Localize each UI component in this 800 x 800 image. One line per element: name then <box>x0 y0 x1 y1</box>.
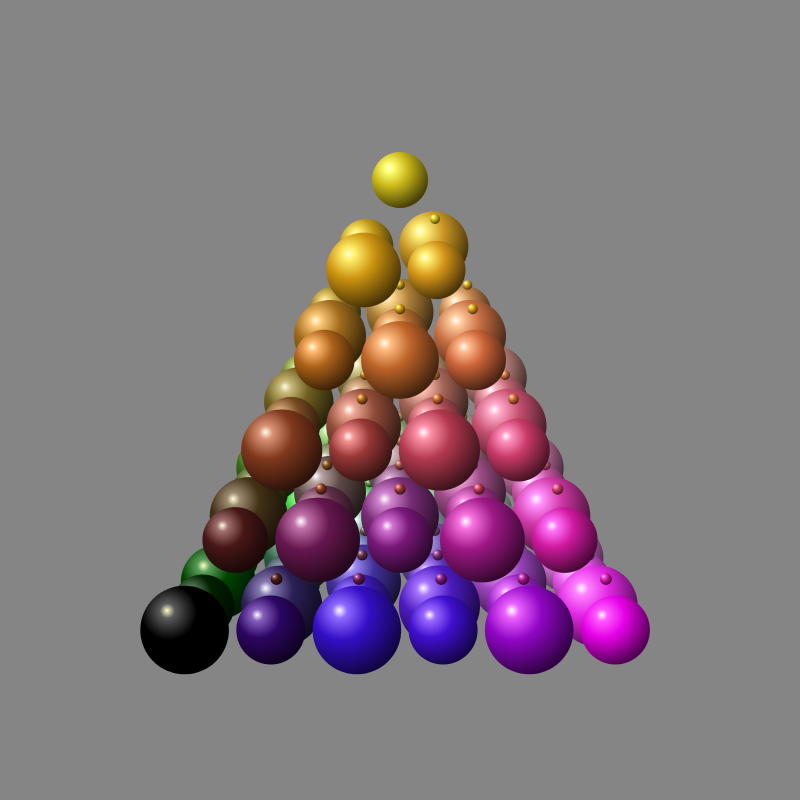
color-sphere <box>202 507 269 573</box>
color-sphere <box>445 329 507 391</box>
color-sphere <box>140 585 229 675</box>
color-sphere <box>361 321 439 399</box>
color-sphere <box>407 240 466 300</box>
connector-bead <box>430 214 440 224</box>
color-sphere <box>531 507 598 573</box>
connector-bead <box>462 280 473 290</box>
color-sphere <box>580 595 650 665</box>
connector-bead <box>435 573 448 585</box>
connector-bead <box>473 483 485 495</box>
color-sphere <box>275 497 360 583</box>
color-sphere <box>329 418 393 482</box>
color-sphere <box>367 507 433 573</box>
color-sphere <box>326 232 401 308</box>
connector-bead <box>517 573 530 585</box>
color-sphere <box>408 595 478 665</box>
connector-bead <box>270 573 283 585</box>
connector-bead <box>322 459 333 471</box>
connector-bead <box>356 549 368 561</box>
connector-bead <box>508 393 519 405</box>
connector-bead <box>432 549 444 561</box>
connector-bead <box>467 303 478 315</box>
connector-bead <box>432 393 444 405</box>
connector-bead <box>352 573 365 585</box>
color-sphere <box>440 497 525 583</box>
connector-bead <box>394 303 406 315</box>
connector-bead <box>394 483 406 495</box>
connector-bead <box>315 483 327 495</box>
color-sphere <box>398 409 480 491</box>
connector-bead <box>600 573 612 585</box>
connector-bead <box>552 483 564 495</box>
color-sphere <box>484 585 574 675</box>
color-sphere <box>486 418 550 482</box>
color-sphere <box>294 329 355 391</box>
sphere-group <box>140 152 650 675</box>
color-sphere <box>312 585 402 675</box>
color-sphere <box>241 409 323 491</box>
color-sphere <box>372 152 428 208</box>
color-sphere <box>236 595 306 665</box>
connector-bead <box>356 393 368 405</box>
